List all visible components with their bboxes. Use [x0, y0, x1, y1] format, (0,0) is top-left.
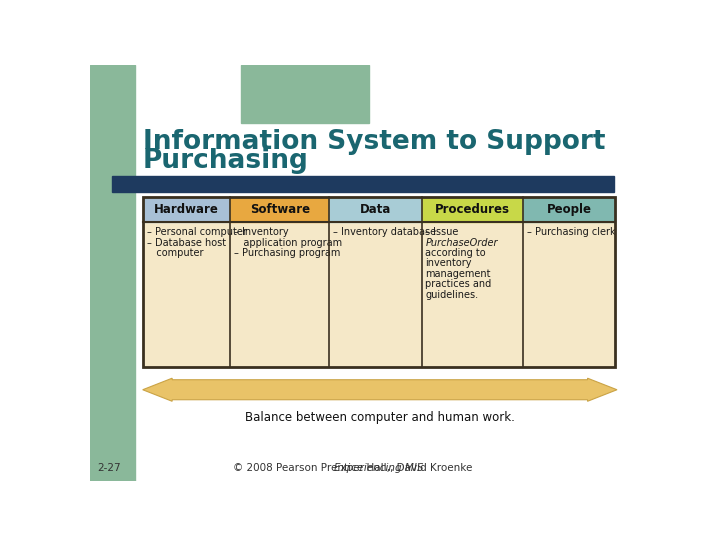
- Text: practices and: practices and: [426, 279, 492, 289]
- Text: according to: according to: [426, 248, 486, 258]
- Text: management: management: [426, 269, 491, 279]
- Text: Information System to Support: Information System to Support: [143, 129, 606, 155]
- Text: Purchasing: Purchasing: [143, 148, 309, 174]
- Text: People: People: [547, 203, 592, 216]
- Text: – Personal computer: – Personal computer: [147, 227, 246, 237]
- Bar: [523, 197, 616, 222]
- Text: Data: Data: [360, 203, 391, 216]
- Text: – Purchasing clerk: – Purchasing clerk: [527, 227, 616, 237]
- Text: application program: application program: [234, 238, 342, 248]
- Text: Software: Software: [250, 203, 310, 216]
- Bar: [330, 197, 422, 222]
- Text: computer: computer: [147, 248, 203, 258]
- Text: – Issue: – Issue: [426, 227, 459, 237]
- Bar: [143, 197, 230, 222]
- Text: – Inventory: – Inventory: [234, 227, 289, 237]
- Text: inventory: inventory: [426, 259, 472, 268]
- Text: Experiencing MIS: Experiencing MIS: [334, 463, 423, 473]
- Bar: [230, 197, 330, 222]
- Text: – Inventory database: – Inventory database: [333, 227, 436, 237]
- Text: – Database host: – Database host: [147, 238, 225, 248]
- Bar: [241, 65, 369, 123]
- Text: Hardware: Hardware: [154, 203, 219, 216]
- Bar: [143, 197, 616, 367]
- Text: © 2008 Pearson Prentice Hall,: © 2008 Pearson Prentice Hall,: [233, 463, 394, 473]
- Text: PurchaseOrder: PurchaseOrder: [426, 238, 498, 248]
- Bar: [143, 197, 616, 367]
- Text: guidelines.: guidelines.: [426, 289, 479, 300]
- Bar: [90, 65, 135, 481]
- Text: 2-27: 2-27: [98, 463, 122, 473]
- Polygon shape: [143, 378, 617, 401]
- Bar: [112, 177, 614, 192]
- Text: Balance between computer and human work.: Balance between computer and human work.: [245, 410, 515, 423]
- Bar: [422, 197, 523, 222]
- Text: Procedures: Procedures: [435, 203, 510, 216]
- Text: , David Kroenke: , David Kroenke: [390, 463, 472, 473]
- Text: – Purchasing program: – Purchasing program: [234, 248, 341, 258]
